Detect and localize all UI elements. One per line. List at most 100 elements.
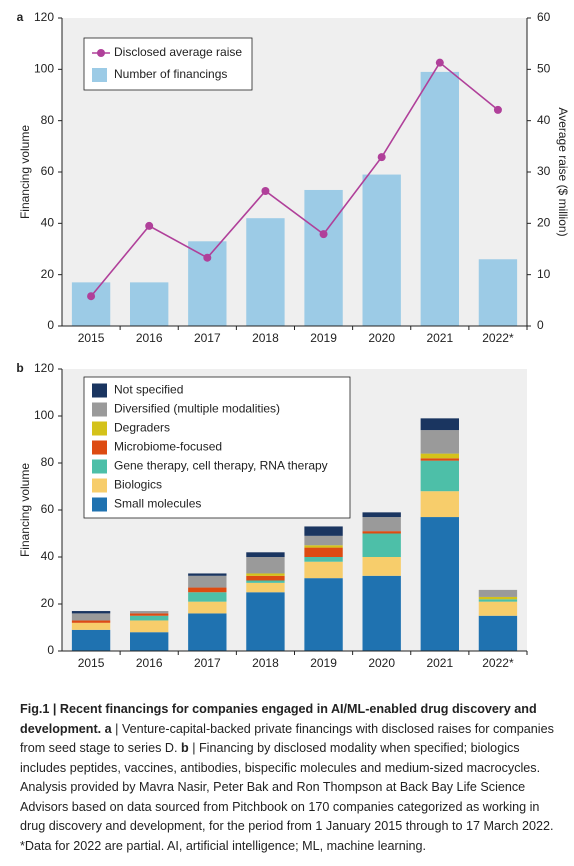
bar-segment bbox=[304, 526, 343, 536]
y-tick-label: 40 bbox=[41, 549, 55, 563]
bar-segment bbox=[304, 557, 343, 562]
line-point bbox=[435, 58, 444, 67]
y2-tick-label: 20 bbox=[537, 216, 551, 230]
bar bbox=[362, 174, 401, 326]
bar-segment bbox=[71, 611, 111, 614]
caption-text: Fig.1 | Recent financings for companies … bbox=[20, 702, 537, 736]
x-tick-label: 2022* bbox=[482, 331, 514, 345]
y-tick-label: 100 bbox=[34, 408, 54, 422]
x-tick-label: 2017 bbox=[194, 331, 221, 345]
caption: Fig.1 | Recent financings for companies … bbox=[20, 700, 560, 856]
bar bbox=[246, 218, 285, 326]
y-tick-label: 20 bbox=[41, 596, 55, 610]
line-point bbox=[203, 253, 212, 262]
bar-segment bbox=[71, 622, 111, 630]
bar-segment bbox=[130, 632, 169, 651]
bar-segment bbox=[420, 460, 459, 492]
bar-segment bbox=[246, 552, 285, 557]
legend-box bbox=[83, 376, 351, 519]
bar-segment bbox=[420, 491, 459, 518]
line bbox=[90, 61, 499, 297]
y2-tick-label: 10 bbox=[537, 267, 551, 281]
bar-segment bbox=[478, 596, 518, 600]
legend-label: Diversified (multiple modalities) bbox=[114, 402, 280, 416]
bar bbox=[71, 282, 111, 326]
bar-segment bbox=[420, 453, 459, 459]
panel-label: b bbox=[16, 361, 23, 375]
x-tick-label: 2015 bbox=[78, 331, 105, 345]
bar-segment bbox=[188, 613, 227, 651]
y-tick-label: 20 bbox=[41, 267, 55, 281]
line-point bbox=[493, 105, 502, 114]
line-point bbox=[145, 221, 154, 230]
bar-segment bbox=[188, 575, 227, 588]
y-tick-label: 0 bbox=[47, 318, 54, 332]
x-tick-label: 2016 bbox=[136, 656, 163, 670]
legend-label: Gene therapy, cell therapy, RNA therapy bbox=[114, 459, 328, 473]
legend-swatch bbox=[92, 402, 107, 417]
bar bbox=[304, 189, 343, 326]
bar-segment bbox=[188, 573, 227, 576]
x-tick-label: 2018 bbox=[252, 656, 279, 670]
x-tick-label: 2019 bbox=[310, 331, 337, 345]
bar-segment bbox=[246, 580, 285, 583]
bar-segment bbox=[420, 458, 459, 461]
y-tick-label: 120 bbox=[34, 10, 54, 24]
bar-segment bbox=[246, 582, 285, 593]
y-axis-label: Financing volume bbox=[18, 463, 32, 557]
bar-segment bbox=[246, 557, 285, 574]
legend-swatch bbox=[92, 440, 107, 455]
legend-label: Number of financings bbox=[114, 67, 227, 81]
y-tick-label: 100 bbox=[34, 62, 54, 76]
bar bbox=[130, 282, 169, 326]
bar-segment bbox=[420, 517, 459, 651]
line-point bbox=[261, 186, 270, 195]
bar-segment bbox=[304, 535, 343, 546]
line-point bbox=[319, 230, 328, 239]
bar-segment bbox=[246, 575, 285, 581]
bar-segment bbox=[304, 545, 343, 548]
x-tick-label: 2016 bbox=[136, 331, 163, 345]
caption-text: | Financing by disclosed modality when s… bbox=[20, 741, 554, 853]
legend-swatch bbox=[92, 68, 107, 82]
legend-marker bbox=[97, 49, 105, 57]
bar-segment bbox=[362, 512, 401, 518]
bar-segment bbox=[362, 575, 401, 651]
bar-segment bbox=[130, 613, 169, 616]
bar-segment bbox=[130, 620, 169, 633]
bar-segment bbox=[71, 613, 111, 621]
line-point bbox=[377, 153, 386, 162]
legend-label: Not specified bbox=[114, 383, 183, 397]
legend: Not specified Diversified (multiple modal… bbox=[83, 376, 351, 519]
bar-segment bbox=[478, 601, 518, 616]
bar-segment bbox=[478, 615, 518, 651]
x-tick-label: 2017 bbox=[194, 656, 221, 670]
x-tick-label: 2019 bbox=[310, 656, 337, 670]
legend-box bbox=[83, 37, 253, 91]
y-axis-label: Financing volume bbox=[18, 125, 32, 219]
bar-segment bbox=[420, 418, 459, 431]
y2-tick-label: 0 bbox=[537, 318, 544, 332]
legend-swatch bbox=[92, 497, 107, 512]
y2-axis-label: Average raise ($ million) bbox=[556, 107, 570, 236]
legend-swatch bbox=[92, 383, 107, 398]
x-tick-label: 2020 bbox=[368, 331, 395, 345]
y-tick-label: 60 bbox=[41, 502, 55, 516]
bar-segment bbox=[246, 592, 285, 651]
y-tick-label: 80 bbox=[41, 455, 55, 469]
legend-swatch bbox=[92, 478, 107, 493]
y-tick-label: 0 bbox=[47, 643, 54, 657]
bar-segment bbox=[304, 578, 343, 651]
bar-segment bbox=[478, 599, 518, 602]
y-tick-label: 40 bbox=[41, 216, 55, 230]
y2-tick-label: 40 bbox=[537, 113, 551, 127]
line-point bbox=[87, 292, 96, 301]
x-tick-label: 2015 bbox=[78, 656, 105, 670]
bar-segment bbox=[188, 587, 227, 593]
bar-segment bbox=[130, 615, 169, 621]
y2-tick-label: 60 bbox=[537, 10, 551, 24]
legend-swatch bbox=[92, 459, 107, 474]
bar bbox=[420, 71, 459, 327]
legend-label: Small molecules bbox=[114, 497, 201, 511]
